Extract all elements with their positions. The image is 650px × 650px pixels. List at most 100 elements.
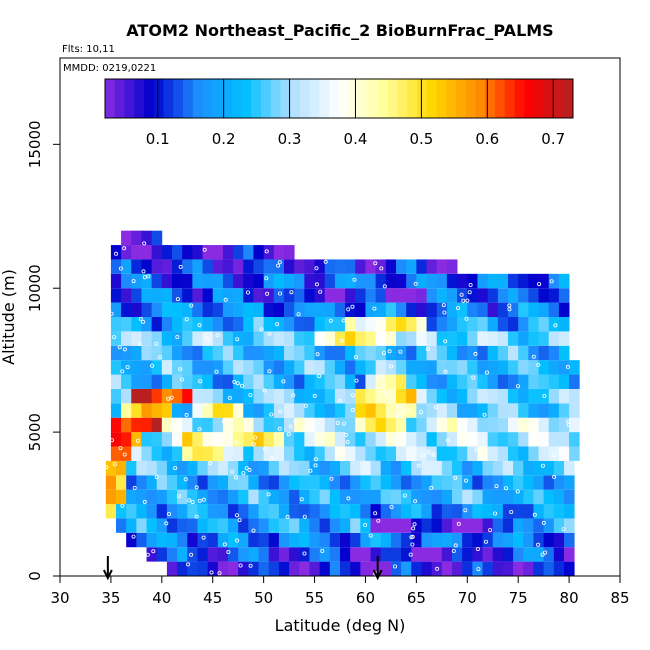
heatmap-cell xyxy=(161,317,173,332)
heatmap-cell xyxy=(416,345,427,361)
heatmap-cell xyxy=(446,259,458,274)
heatmap-cell xyxy=(375,302,387,317)
heatmap-cell xyxy=(121,288,132,303)
heatmap-cell xyxy=(141,446,153,461)
heatmap-cell xyxy=(472,518,483,533)
heatmap-cell xyxy=(482,532,494,548)
sample-point xyxy=(235,538,240,543)
heatmap-cell xyxy=(284,417,295,433)
colorbar-segment xyxy=(524,79,535,118)
heatmap-cell xyxy=(518,317,529,332)
heatmap-cell xyxy=(355,360,366,375)
heatmap-cell xyxy=(502,532,514,548)
sample-point xyxy=(379,374,384,379)
heatmap-cell xyxy=(192,259,203,274)
heatmap-cell xyxy=(248,518,259,533)
heatmap-cell xyxy=(441,561,453,576)
heatmap-cell xyxy=(202,331,214,346)
colorbar-tick-label: 0.2 xyxy=(212,130,236,148)
heatmap-cell xyxy=(233,432,244,447)
heatmap-cell xyxy=(538,417,550,433)
sample-point xyxy=(536,362,541,367)
sample-point xyxy=(461,298,466,303)
heatmap-cell xyxy=(355,317,366,332)
heatmap-cell xyxy=(380,460,392,476)
colorbar-segment xyxy=(465,79,476,118)
heatmap-cell xyxy=(182,259,193,274)
heatmap-cell xyxy=(513,489,524,505)
heatmap-cell xyxy=(334,432,346,447)
sample-point xyxy=(122,347,127,352)
heatmap-cell xyxy=(340,532,351,548)
heatmap-cell xyxy=(131,288,142,303)
heatmap-cell xyxy=(350,561,361,576)
heatmap-cell xyxy=(375,273,387,289)
sample-point xyxy=(412,522,417,527)
heatmap-cell xyxy=(401,475,412,490)
heatmap-cell xyxy=(452,561,463,576)
heatmap-cell xyxy=(385,259,397,274)
heatmap-cell xyxy=(166,460,178,476)
heatmap-cell xyxy=(258,460,270,476)
heatmap-cell xyxy=(538,446,550,461)
heatmap-cell xyxy=(467,345,478,361)
heatmap-cell xyxy=(365,259,377,274)
colorbar-segment xyxy=(300,79,311,118)
heatmap-cell xyxy=(548,345,560,361)
heatmap-cell xyxy=(289,518,300,533)
sample-point xyxy=(166,396,171,401)
heatmap-cell xyxy=(365,302,377,317)
colorbar-segment xyxy=(202,79,213,118)
heatmap-cell xyxy=(533,518,545,533)
heatmap-cell xyxy=(116,518,127,533)
heatmap-cell xyxy=(396,388,407,404)
heatmap-cell xyxy=(355,432,366,447)
sample-point xyxy=(463,478,468,483)
heatmap-cell xyxy=(477,345,489,361)
heatmap-cell xyxy=(502,460,514,476)
heatmap-cell xyxy=(278,561,290,576)
heatmap-cell xyxy=(350,475,361,490)
colorbar-segment xyxy=(426,79,437,118)
heatmap-cell xyxy=(294,345,305,361)
sample-point xyxy=(429,485,434,490)
heatmap-cell xyxy=(390,518,402,533)
sample-point xyxy=(337,398,342,403)
sample-point xyxy=(141,269,146,274)
heatmap-cell xyxy=(289,489,300,505)
heatmap-cell xyxy=(558,317,570,332)
heatmap-cell xyxy=(304,403,315,418)
heatmap-cell xyxy=(487,432,499,447)
heatmap-cell xyxy=(558,345,570,361)
heatmap-cell xyxy=(233,345,244,361)
sample-point xyxy=(531,354,536,359)
sample-point xyxy=(118,266,123,271)
heatmap-cell xyxy=(553,532,565,548)
heatmap-cell xyxy=(401,504,412,519)
heatmap-cell xyxy=(482,518,494,533)
sample-point xyxy=(463,508,468,513)
heatmap-cell xyxy=(441,518,453,533)
heatmap-cell xyxy=(233,302,244,317)
heatmap-cell xyxy=(564,504,575,519)
heatmap-cell xyxy=(462,504,473,519)
heatmap-cell xyxy=(136,518,147,533)
heatmap-cell xyxy=(278,475,290,490)
heatmap-cell xyxy=(182,331,193,346)
heatmap-cell xyxy=(161,417,173,433)
colorbar-segment xyxy=(495,79,506,118)
heatmap-cell xyxy=(558,360,570,375)
heatmap-cell xyxy=(513,504,524,519)
heatmap-cell xyxy=(177,460,188,476)
sample-point xyxy=(451,549,456,554)
sample-point xyxy=(482,412,487,417)
heatmap-cell xyxy=(426,345,438,361)
heatmap-cell xyxy=(161,331,173,346)
heatmap-cell xyxy=(151,259,163,274)
x-tick-label: 80 xyxy=(560,589,579,607)
heatmap-cell xyxy=(217,532,229,548)
heatmap-cell xyxy=(172,345,183,361)
sample-point xyxy=(325,339,330,344)
heatmap-cell xyxy=(365,403,377,418)
heatmap-cell xyxy=(182,417,193,433)
